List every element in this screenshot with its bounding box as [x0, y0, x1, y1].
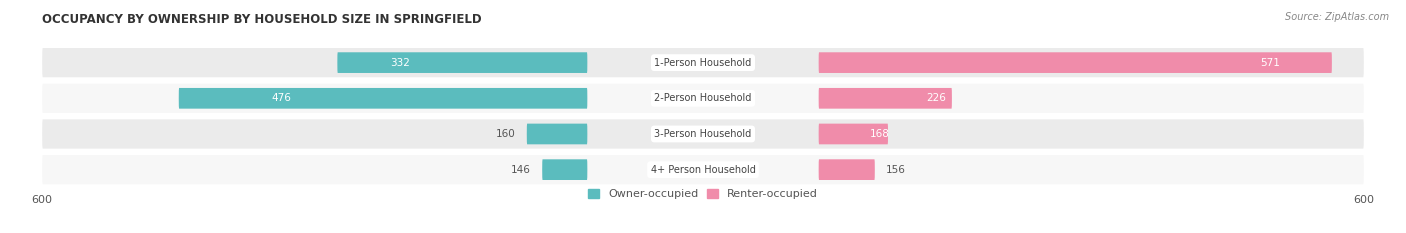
FancyBboxPatch shape: [543, 159, 588, 180]
FancyBboxPatch shape: [42, 84, 1364, 113]
FancyBboxPatch shape: [818, 52, 1331, 73]
FancyBboxPatch shape: [337, 52, 588, 73]
Text: 3-Person Household: 3-Person Household: [654, 129, 752, 139]
FancyBboxPatch shape: [42, 48, 1364, 77]
Text: 1-Person Household: 1-Person Household: [654, 58, 752, 68]
FancyBboxPatch shape: [42, 119, 1364, 149]
Text: 2-Person Household: 2-Person Household: [654, 93, 752, 103]
Text: 571: 571: [1260, 58, 1281, 68]
Text: OCCUPANCY BY OWNERSHIP BY HOUSEHOLD SIZE IN SPRINGFIELD: OCCUPANCY BY OWNERSHIP BY HOUSEHOLD SIZE…: [42, 13, 482, 26]
FancyBboxPatch shape: [818, 159, 875, 180]
Text: 146: 146: [512, 165, 531, 175]
Text: 168: 168: [870, 129, 890, 139]
Text: 332: 332: [389, 58, 409, 68]
FancyBboxPatch shape: [818, 124, 889, 144]
FancyBboxPatch shape: [527, 124, 588, 144]
FancyBboxPatch shape: [179, 88, 588, 109]
Text: 4+ Person Household: 4+ Person Household: [651, 165, 755, 175]
Legend: Owner-occupied, Renter-occupied: Owner-occupied, Renter-occupied: [583, 184, 823, 203]
FancyBboxPatch shape: [818, 88, 952, 109]
Text: Source: ZipAtlas.com: Source: ZipAtlas.com: [1285, 12, 1389, 22]
Text: 226: 226: [927, 93, 946, 103]
FancyBboxPatch shape: [42, 155, 1364, 184]
Text: 160: 160: [496, 129, 516, 139]
Text: 156: 156: [886, 165, 905, 175]
Text: 476: 476: [271, 93, 291, 103]
